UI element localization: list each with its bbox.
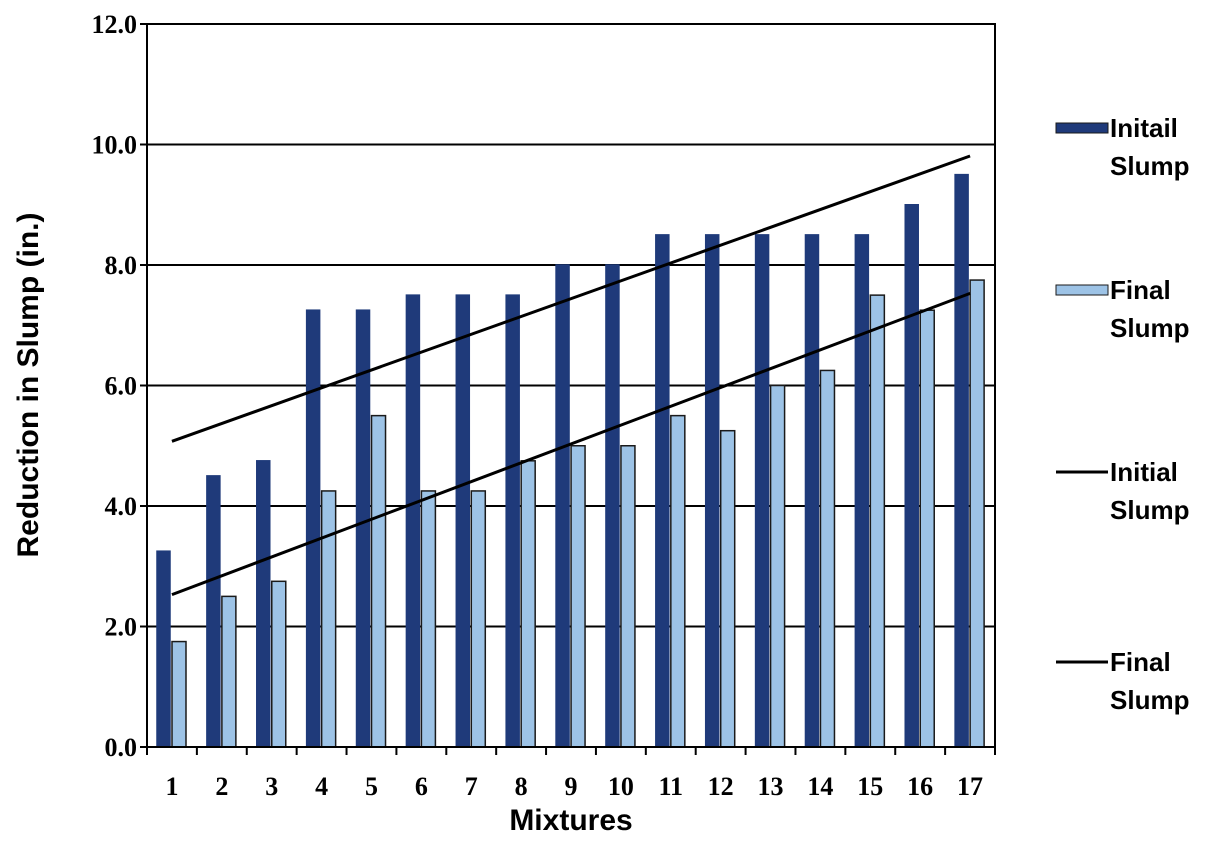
- x-tick-label: 6: [415, 772, 428, 801]
- legend-label: Final Slump: [1110, 647, 1189, 715]
- x-tick-label: 8: [515, 772, 528, 801]
- x-tick-label: 10: [608, 772, 634, 801]
- x-tick-label: 16: [907, 772, 933, 801]
- bar: [670, 414, 686, 748]
- bar: [555, 264, 570, 748]
- bar: [305, 309, 321, 748]
- x-axis-title: Mixtures: [509, 804, 632, 837]
- legend-swatch: [1055, 284, 1109, 296]
- x-tick-label: 1: [165, 772, 178, 801]
- bar: [455, 294, 471, 748]
- legend-label: Initail Slump: [1110, 113, 1189, 181]
- bar: [520, 460, 536, 748]
- bar: [256, 460, 271, 748]
- x-tick-label: 4: [315, 772, 328, 801]
- legend-swatch: [1055, 122, 1109, 134]
- bar: [156, 550, 171, 748]
- trend-line: [171, 154, 971, 443]
- bar: [704, 234, 720, 748]
- bar: [505, 294, 520, 748]
- bar: [405, 294, 421, 748]
- y-tick-label: 10.0: [92, 131, 138, 160]
- y-tick-label: 12.0: [92, 10, 138, 39]
- bar: [620, 445, 636, 748]
- y-tick-label: 4.0: [105, 492, 138, 521]
- bar: [570, 445, 586, 748]
- y-axis-title: Reduction in Slump (in.): [12, 213, 45, 558]
- bar: [206, 475, 221, 748]
- bar: [769, 384, 786, 748]
- bar: [420, 490, 437, 748]
- legend-label: Final Slump: [1110, 275, 1189, 343]
- bar: [221, 595, 237, 748]
- x-tick-label: 9: [565, 772, 578, 801]
- bar: [969, 279, 985, 748]
- bar: [869, 294, 886, 748]
- bar: [271, 580, 287, 748]
- x-tick-label: 2: [215, 772, 228, 801]
- bar: [655, 234, 670, 748]
- trend-line: [171, 291, 971, 597]
- bar: [804, 234, 820, 748]
- bar: [171, 640, 187, 748]
- x-tick-label: 14: [807, 772, 833, 801]
- bar: [754, 234, 770, 748]
- x-tick-label: 11: [658, 772, 683, 801]
- y-tick-label: 8.0: [105, 251, 138, 280]
- bar: [470, 490, 487, 748]
- plot-border: [146, 23, 996, 748]
- x-tick-label: 3: [265, 772, 278, 801]
- y-tick-label: 2.0: [105, 613, 138, 642]
- bar: [605, 264, 620, 748]
- bar: [854, 234, 870, 748]
- x-tick-label: 5: [365, 772, 378, 801]
- x-tick-label: 13: [758, 772, 784, 801]
- y-tick-label: 0.0: [105, 733, 138, 762]
- bar: [320, 490, 337, 748]
- x-tick-label: 17: [957, 772, 983, 801]
- legend-label: Initial Slump: [1110, 457, 1189, 525]
- bar: [370, 414, 387, 748]
- x-tick-label: 12: [708, 772, 734, 801]
- bar: [904, 204, 919, 748]
- y-tick-label: 6.0: [105, 372, 138, 401]
- bar: [954, 173, 969, 748]
- x-tick-label: 15: [857, 772, 883, 801]
- bar: [719, 429, 736, 748]
- bar: [819, 369, 836, 748]
- x-tick-label: 7: [465, 772, 478, 801]
- bar: [919, 309, 935, 748]
